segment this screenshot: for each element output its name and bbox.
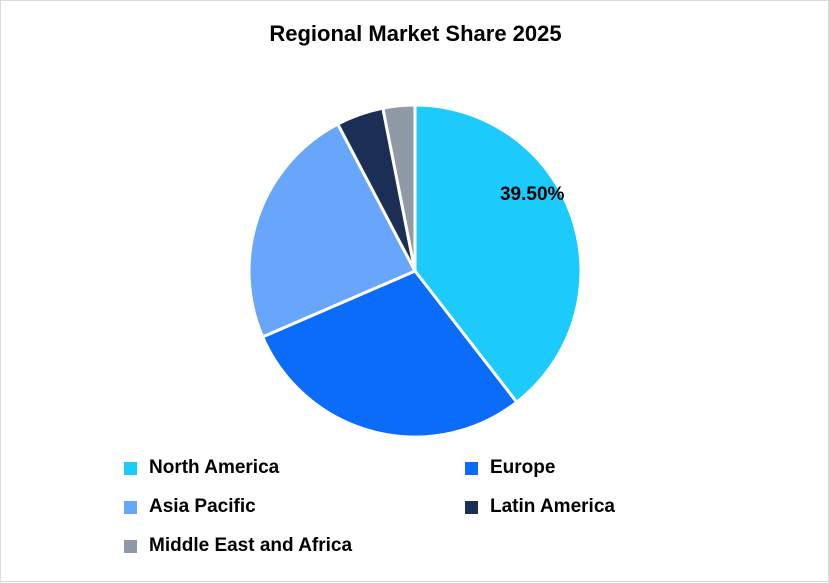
pie-slice-middle-east-and-africa — [381, 103, 417, 273]
legend-swatch-europe — [465, 461, 478, 475]
pie-slice-north-america — [413, 103, 583, 404]
legend-label-middle-east-and-africa: Middle East and Africa — [149, 535, 353, 556]
legend-item-north-america: North America — [124, 457, 279, 479]
legend-label-latin-america: Latin America — [490, 496, 615, 517]
pie-slice-asia-pacific — [247, 122, 417, 339]
legend-item-middle-east-and-africa: Middle East and Africa — [124, 535, 352, 557]
legend-label-asia-pacific: Asia Pacific — [149, 496, 256, 517]
chart-title: Regional Market Share 2025 — [269, 21, 562, 46]
legend-item-europe: Europe — [465, 457, 555, 479]
legend-label-north-america: North America — [149, 457, 280, 478]
pie-slice-europe — [261, 269, 519, 439]
legend-label-europe: Europe — [490, 457, 556, 478]
legend-swatch-middle-east-and-africa — [124, 539, 137, 553]
legend-swatch-north-america — [124, 461, 137, 475]
legend-item-asia-pacific: Asia Pacific — [124, 496, 256, 518]
legend-swatch-asia-pacific — [124, 500, 137, 514]
legend-item-latin-america: Latin America — [465, 496, 615, 518]
data-label-north-america: 39.50% — [500, 184, 565, 205]
legend-swatch-latin-america — [465, 500, 478, 514]
